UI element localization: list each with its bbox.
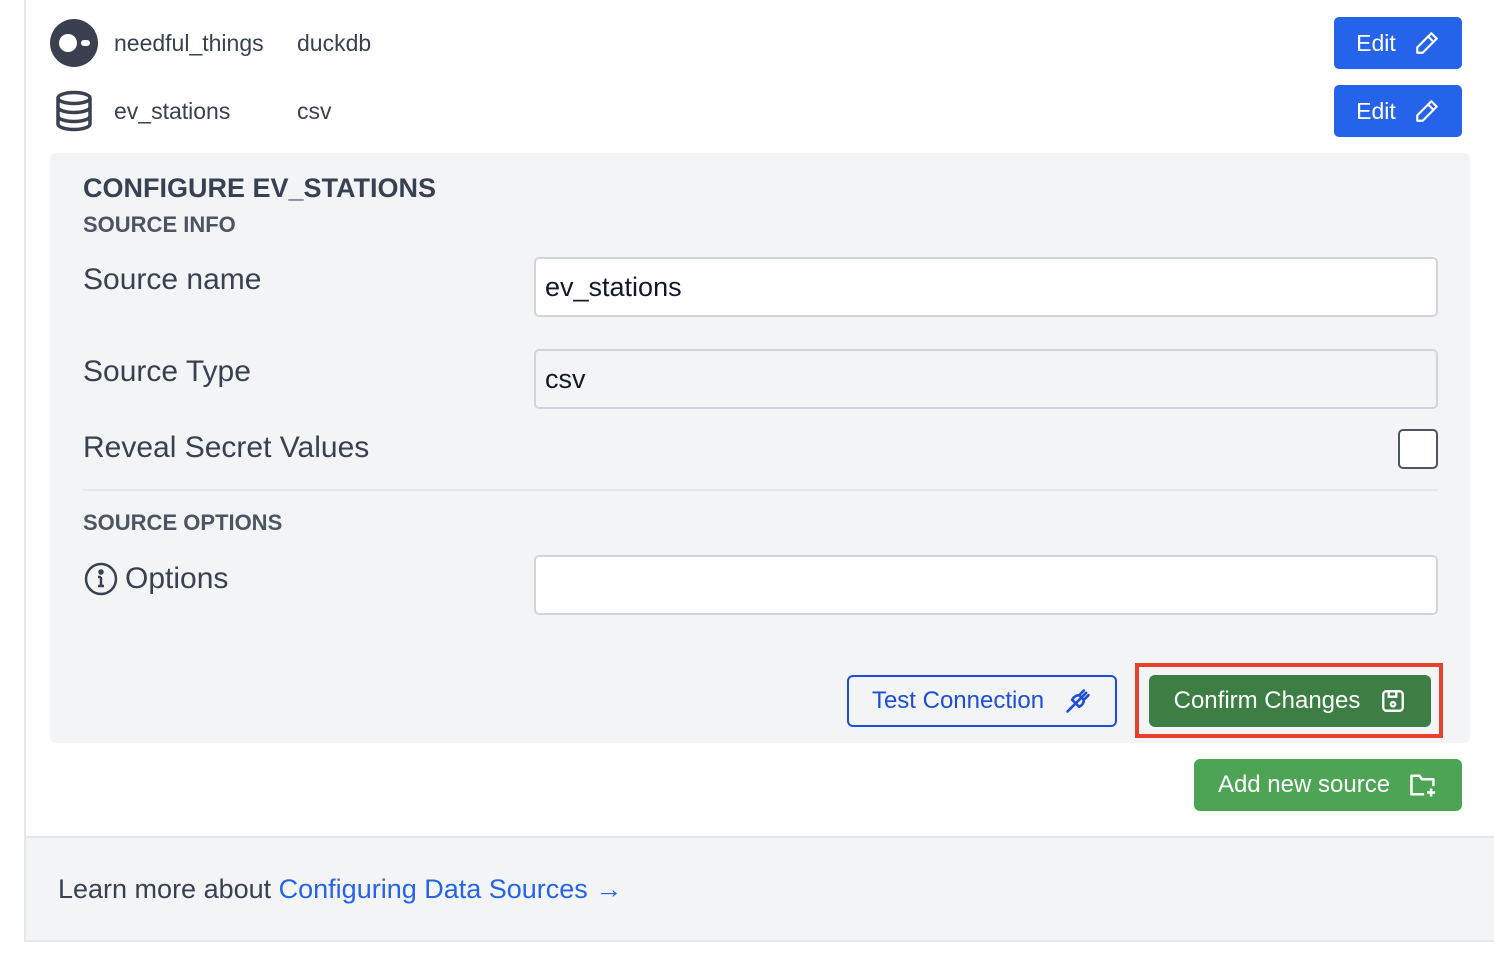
source-name-input[interactable]: [534, 257, 1438, 317]
duckdb-logo-icon: [50, 19, 98, 67]
add-new-source-label: Add new source: [1217, 771, 1391, 798]
source-name: needful_things: [114, 29, 264, 56]
reveal-secret-label: Reveal Secret Values: [83, 431, 370, 464]
source-type: duckdb: [297, 29, 372, 56]
arrow-right-icon: →: [595, 874, 623, 904]
source-options-heading: SOURCE OPTIONS: [83, 510, 283, 535]
options-label: Options: [125, 562, 229, 595]
link-label: Configuring Data Sources: [278, 874, 588, 904]
add-new-source-button[interactable]: Add new source: [1194, 759, 1462, 811]
configure-title: CONFIGURE EV_STATIONS: [83, 173, 437, 203]
footer: Learn more about Configuring Data Source…: [26, 836, 1494, 940]
source-name-label: Source name: [83, 263, 262, 296]
reveal-secret-checkbox[interactable]: [1398, 429, 1438, 469]
edit-button[interactable]: Edit: [1334, 85, 1462, 137]
configure-panel: CONFIGURE EV_STATIONS SOURCE INFO Source…: [50, 153, 1470, 743]
source-row-needful-things: needful_things duckdb Edit: [50, 17, 1462, 69]
source-name: ev_stations: [114, 97, 231, 124]
source-row-ev-stations: ev_stations csv Edit: [50, 85, 1462, 137]
options-input[interactable]: [534, 555, 1438, 615]
folder-plus-icon: [1410, 774, 1436, 797]
edit-button[interactable]: Edit: [1334, 17, 1462, 69]
highlight-box: [1135, 663, 1443, 738]
pencil-icon: [1415, 32, 1438, 54]
confirm-changes-button[interactable]: Confirm Changes: [1149, 675, 1431, 727]
page-frame: [24, 0, 1494, 942]
plug-icon: [1066, 689, 1090, 713]
learn-more-prefix: Learn more about: [58, 874, 279, 904]
info-icon[interactable]: [83, 561, 119, 597]
source-type: csv: [297, 97, 332, 124]
test-connection-label: Test Connection: [871, 687, 1045, 714]
source-type-input[interactable]: [534, 349, 1438, 409]
configuring-data-sources-link[interactable]: Configuring Data Sources →: [279, 874, 623, 904]
test-connection-button[interactable]: Test Connection: [847, 675, 1117, 727]
source-type-label: Source Type: [83, 355, 251, 388]
learn-more-text: Learn more about Configuring Data Source…: [58, 874, 622, 905]
edit-label: Edit: [1356, 97, 1396, 124]
options-label-group: Options: [83, 561, 228, 597]
divider: [83, 489, 1438, 491]
save-icon: [1382, 690, 1405, 712]
confirm-changes-label: Confirm Changes: [1173, 687, 1361, 714]
database-icon: [50, 87, 98, 135]
pencil-icon: [1415, 100, 1438, 122]
source-info-heading: SOURCE INFO: [83, 212, 236, 237]
edit-label: Edit: [1356, 29, 1396, 56]
